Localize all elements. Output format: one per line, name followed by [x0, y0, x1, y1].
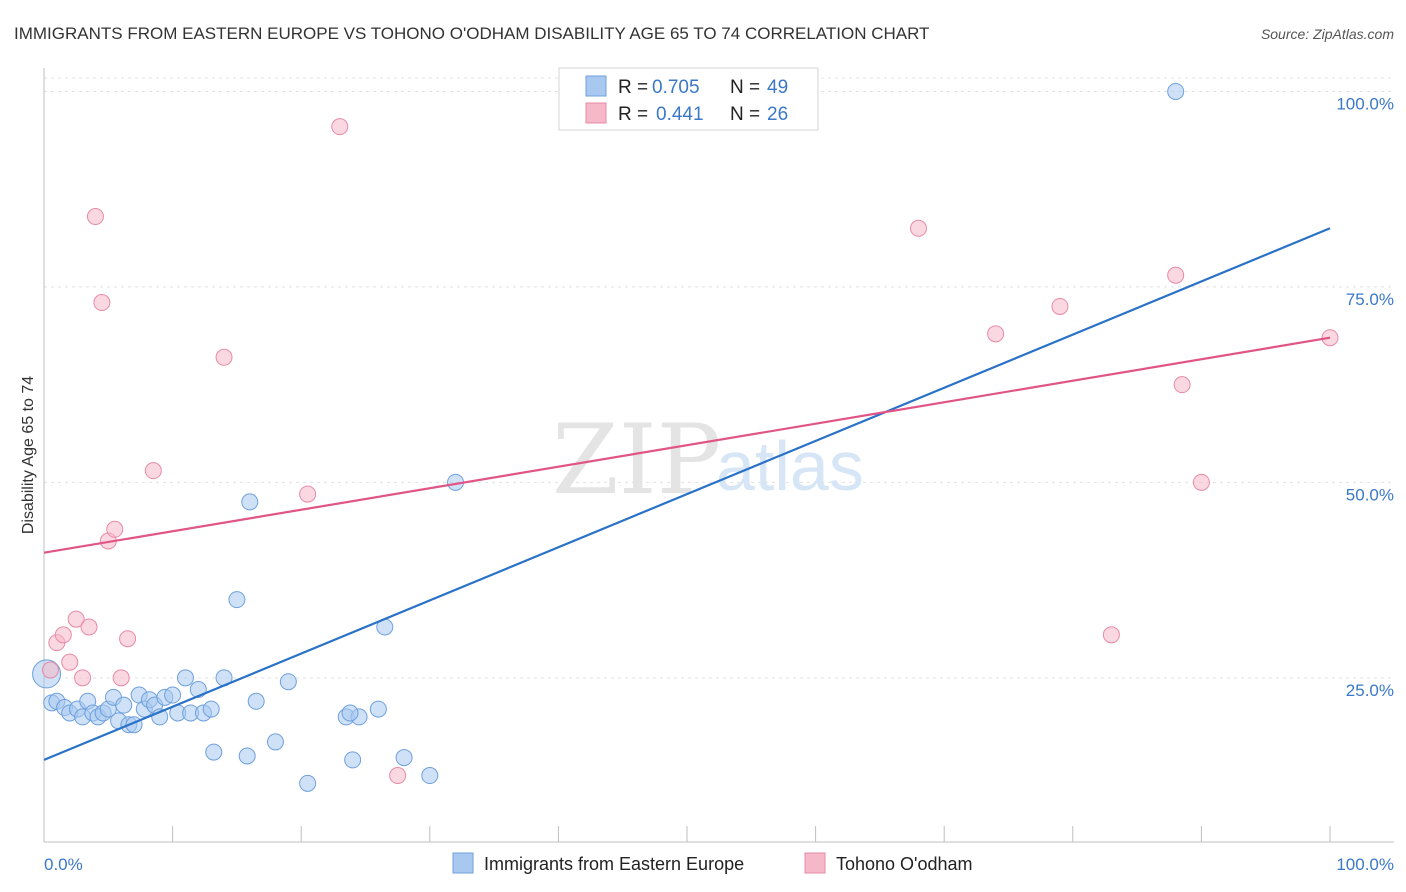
x-tick-label-min: 0.0%	[44, 855, 83, 874]
point-tohono-21	[1102, 626, 1120, 644]
legend-r-value: 0.441	[656, 104, 704, 125]
bottom-legend-label-tohono: Tohono O'odham	[836, 854, 973, 874]
point-tohono-20	[1051, 297, 1069, 315]
point-eastern-europe-37	[205, 743, 223, 761]
bottom-legend-swatch-eastern-europe	[452, 852, 474, 874]
point-tohono-15	[299, 485, 317, 503]
legend-n-value: 49	[767, 77, 788, 98]
y-tick-label-0: 25.0%	[1346, 681, 1394, 700]
point-eastern-europe-38	[238, 747, 256, 765]
y-tick-label-1: 50.0%	[1346, 485, 1394, 504]
point-eastern-europe-48	[1167, 82, 1185, 100]
point-tohono-22	[1167, 266, 1185, 284]
point-eastern-europe-25	[176, 669, 194, 687]
point-tohono-17	[389, 767, 407, 785]
point-tohono-0	[41, 661, 59, 679]
bottom-legend: Immigrants from Eastern Europe Tohono O'…	[452, 852, 973, 874]
legend-r-label: R =	[618, 104, 648, 125]
legend-swatch-eastern-europe	[585, 75, 607, 97]
point-eastern-europe-23	[164, 686, 182, 704]
chart-source: Source: ZipAtlas.com	[1261, 26, 1394, 42]
point-eastern-europe-40	[299, 774, 317, 792]
x-axis-ticks	[43, 826, 1331, 842]
point-tohono-19	[987, 325, 1005, 343]
point-eastern-europe-44	[228, 591, 246, 609]
watermark-atlas: atlas	[716, 427, 864, 505]
point-tohono-4	[67, 610, 85, 628]
legend-n-label: N =	[730, 104, 760, 125]
chart-title: IMMIGRANTS FROM EASTERN EUROPE VS TOHONO…	[14, 24, 929, 43]
point-tohono-14	[215, 348, 233, 366]
x-tick-label-max: 100.0%	[1336, 855, 1394, 874]
point-eastern-europe-39	[266, 733, 284, 751]
point-tohono-8	[93, 294, 111, 312]
point-tohono-18	[909, 219, 927, 237]
point-tohono-3	[61, 653, 79, 671]
point-tohono-5	[74, 669, 92, 687]
legend-r-label: R =	[618, 77, 648, 98]
point-tohono-12	[119, 630, 137, 648]
watermark-zip: ZIP	[552, 404, 721, 516]
point-eastern-europe-29	[202, 700, 220, 718]
legend-r-value: 0.705	[652, 77, 700, 98]
point-eastern-europe-43	[421, 767, 439, 785]
trend-line-tohono	[43, 336, 1331, 554]
point-tohono-24	[1192, 473, 1210, 491]
bottom-legend-swatch-tohono	[804, 852, 826, 874]
bottom-legend-label-eastern-europe: Immigrants from Eastern Europe	[484, 854, 744, 874]
y-tick-labels: 25.0% 50.0% 75.0% 100.0%	[1336, 94, 1394, 699]
point-eastern-europe-35	[341, 704, 359, 722]
series-eastern-europe-points	[32, 82, 1185, 792]
point-tohono-16	[331, 118, 349, 136]
y-axis-label: Disability Age 65 to 74	[20, 376, 37, 534]
legend-swatch-tohono	[585, 102, 607, 124]
series-tohono-points	[41, 118, 1339, 785]
point-tohono-2	[54, 626, 72, 644]
point-tohono-7	[86, 208, 104, 226]
point-eastern-europe-42	[395, 749, 413, 767]
point-tohono-23	[1173, 376, 1191, 394]
point-eastern-europe-14	[115, 696, 133, 714]
point-tohono-10	[106, 520, 124, 538]
point-eastern-europe-41	[344, 751, 362, 769]
point-eastern-europe-36	[369, 700, 387, 718]
y-tick-label-3: 100.0%	[1336, 94, 1394, 113]
point-eastern-europe-45	[241, 493, 259, 511]
legend-box: R = 0.705 N = 49 R = 0.441 N = 26	[558, 67, 819, 131]
point-tohono-11	[112, 669, 130, 687]
point-tohono-6	[80, 618, 98, 636]
y-tick-label-2: 75.0%	[1346, 290, 1394, 309]
point-tohono-13	[144, 462, 162, 480]
trend-line-eastern-europe	[43, 227, 1331, 761]
point-eastern-europe-32	[279, 673, 297, 691]
point-eastern-europe-31	[247, 692, 265, 710]
legend-n-value: 26	[767, 104, 788, 125]
legend-n-label: N =	[730, 77, 760, 98]
gridlines	[44, 77, 1394, 679]
